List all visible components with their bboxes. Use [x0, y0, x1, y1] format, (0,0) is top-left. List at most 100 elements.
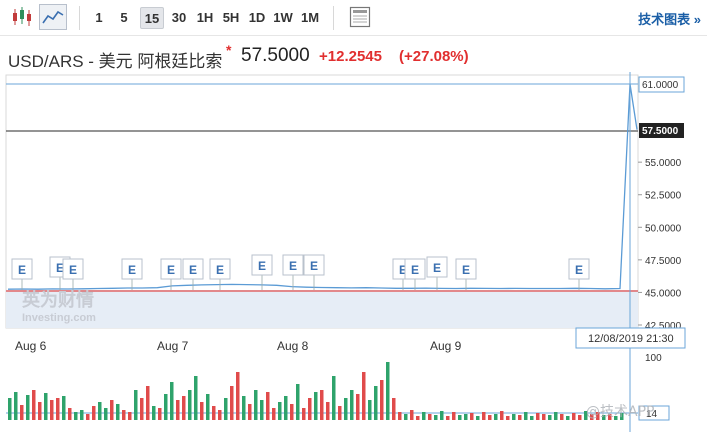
volume-bar — [206, 394, 210, 420]
interval-1h[interactable]: 1H — [196, 10, 214, 25]
volume-bar — [422, 412, 426, 420]
volume-bar — [236, 372, 240, 420]
volume-bar — [530, 416, 534, 420]
volume-bar — [476, 416, 480, 420]
toolbar-separator — [79, 6, 80, 30]
volume-bar — [482, 412, 486, 420]
volume-bar — [404, 414, 408, 420]
volume-bar — [284, 396, 288, 420]
volume-bar — [350, 390, 354, 420]
event-box — [426, 256, 448, 278]
y-tick-label: 52.5000 — [645, 191, 682, 202]
volume-bar — [80, 410, 84, 420]
volume-bar — [62, 396, 66, 420]
event-letter: E — [189, 263, 197, 277]
event-letter: E — [462, 263, 470, 277]
volume-bar — [74, 412, 78, 420]
volume-bar — [374, 386, 378, 420]
volume-bar — [14, 392, 18, 420]
event-box — [11, 258, 33, 280]
volume-bar — [50, 400, 54, 420]
interval-15[interactable]: 15 — [140, 7, 164, 29]
volume-bar — [92, 406, 96, 420]
crosshair-date-label: 12/08/2019 21:30 — [588, 333, 674, 345]
event-marker: E — [209, 258, 231, 290]
volume-bar — [86, 414, 90, 420]
volume-bar — [458, 415, 462, 420]
volume-bar — [56, 398, 60, 420]
watermark-brand-en: Investing.com — [22, 312, 96, 324]
volume-bar — [440, 411, 444, 420]
event-box — [404, 258, 426, 280]
panel-icon[interactable] — [348, 4, 372, 30]
volume-bar — [182, 396, 186, 420]
event-letter: E — [167, 263, 175, 277]
event-letter: E — [433, 261, 441, 275]
volume-bar — [428, 414, 432, 420]
plot-area — [5, 74, 639, 329]
volume-bar — [212, 406, 216, 420]
star-mark: * — [226, 42, 232, 58]
volume-bar — [302, 408, 306, 420]
event-letter: E — [289, 259, 297, 273]
volume-bar — [260, 400, 264, 420]
event-box — [282, 254, 304, 276]
volume-bar — [98, 402, 102, 420]
current-value-box — [639, 123, 684, 138]
volume-bar — [338, 406, 342, 420]
volume-bar — [542, 414, 546, 420]
event-box — [160, 258, 182, 280]
event-marker: E — [11, 258, 33, 290]
y-tick-label: 45.0000 — [645, 288, 682, 299]
volume-bar — [398, 412, 402, 420]
volume-bar — [344, 398, 348, 420]
interval-5[interactable]: 5 — [120, 10, 128, 25]
volume-bar — [512, 414, 516, 420]
volume-current-label: 14 — [646, 409, 658, 420]
volume-bar — [116, 404, 120, 420]
event-marker: E — [121, 258, 143, 290]
event-marker: E — [282, 254, 304, 290]
volume-bar — [470, 413, 474, 420]
volume-bar — [560, 414, 564, 420]
area-chart-icon[interactable] — [39, 4, 67, 30]
event-marker: E — [455, 258, 477, 290]
volume-bar — [290, 404, 294, 420]
volume-bar — [200, 402, 204, 420]
watermark-brand-cn: 英为财情 — [21, 289, 94, 311]
interval-1d[interactable]: 1D — [248, 10, 266, 25]
candlestick-icon[interactable] — [10, 4, 34, 30]
volume-bar — [368, 400, 372, 420]
volume-bar — [380, 380, 384, 420]
price-change: +12.2545 — [319, 48, 382, 65]
volume-bar — [26, 395, 30, 420]
volume-bar — [272, 408, 276, 420]
volume-bar — [326, 402, 330, 420]
volume-bar — [590, 414, 594, 420]
volume-bar — [554, 412, 558, 420]
event-letter: E — [258, 259, 266, 273]
crosshair-date-box — [575, 327, 686, 349]
volume-bar — [506, 416, 510, 420]
interval-1m[interactable]: 1M — [300, 10, 320, 25]
event-letter: E — [18, 263, 26, 277]
event-marker: E — [251, 254, 273, 290]
volume-bar — [158, 408, 162, 420]
volume-bar — [188, 390, 192, 420]
event-letter: E — [411, 263, 419, 277]
event-marker: E — [404, 258, 426, 290]
price-line — [7, 83, 638, 290]
volume-bar — [584, 411, 588, 420]
interval-1[interactable]: 1 — [95, 10, 103, 25]
volume-bar — [386, 362, 390, 420]
interval-1w[interactable]: 1W — [273, 10, 293, 25]
interval-30[interactable]: 30 — [171, 10, 187, 25]
event-box — [568, 258, 590, 280]
volume-bar — [122, 410, 126, 420]
x-tick-aug9: Aug 9 — [430, 339, 462, 353]
y-tick-label: 47.5000 — [645, 256, 682, 267]
tech-chart-link[interactable]: 技术图表 » — [638, 12, 701, 27]
interval-5h[interactable]: 5H — [222, 10, 240, 25]
